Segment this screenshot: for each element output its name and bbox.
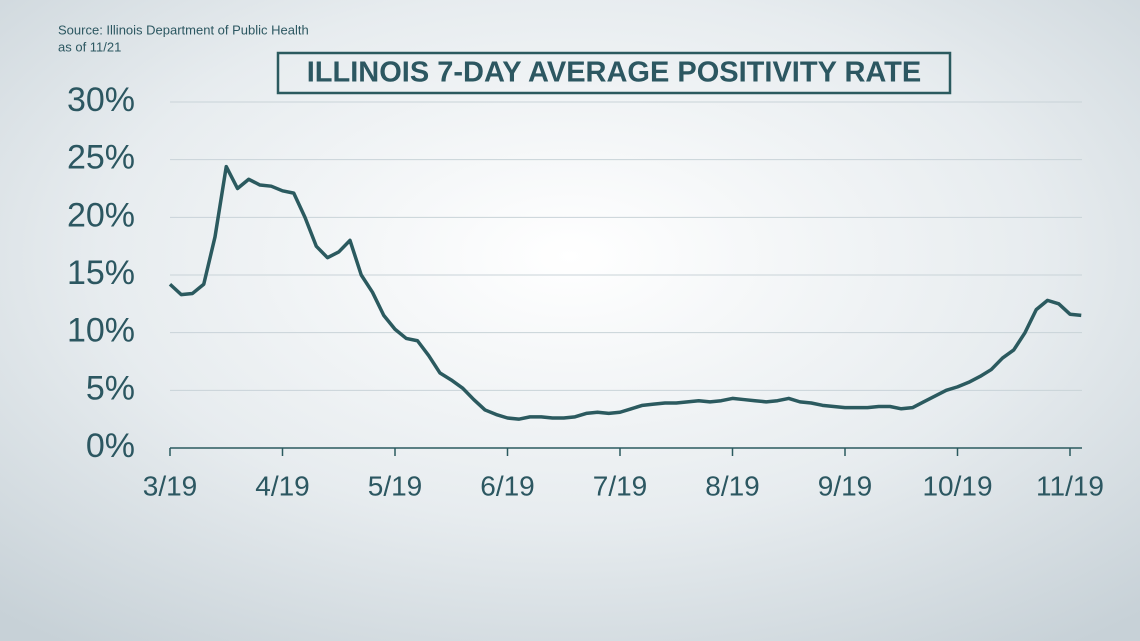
y-tick-label: 10% bbox=[67, 312, 135, 350]
line bbox=[168, 164, 1082, 421]
x-tick-label: 5/19 bbox=[368, 470, 423, 501]
title-box bbox=[276, 51, 952, 95]
y-tick-label: 20% bbox=[67, 196, 135, 234]
x-tick-label: 6/19 bbox=[480, 470, 535, 501]
y-tick-label: 15% bbox=[67, 254, 135, 292]
y-tick-label: 0% bbox=[86, 427, 135, 465]
x-tick-label: 8/19 bbox=[705, 470, 760, 501]
x-tick-label: 10/19 bbox=[922, 470, 992, 501]
x-tick-label: 3/19 bbox=[143, 470, 198, 501]
x-tick-label: 4/19 bbox=[255, 470, 310, 501]
x-tick-label: 9/19 bbox=[818, 470, 873, 501]
y-tick-label: 25% bbox=[67, 139, 135, 177]
source: Source: Illinois Department of Public He… bbox=[58, 22, 309, 37]
x-tick-label: 7/19 bbox=[593, 470, 648, 501]
chart-title: ILLINOIS 7-DAY AVERAGE POSITIVITY RATE bbox=[307, 57, 921, 89]
y-tick-label: 5% bbox=[86, 369, 135, 407]
y-tick-label: 30% bbox=[67, 81, 135, 119]
x-tick-label: 11/19 bbox=[1036, 470, 1104, 501]
as-of: as of 11/21 bbox=[58, 39, 121, 54]
